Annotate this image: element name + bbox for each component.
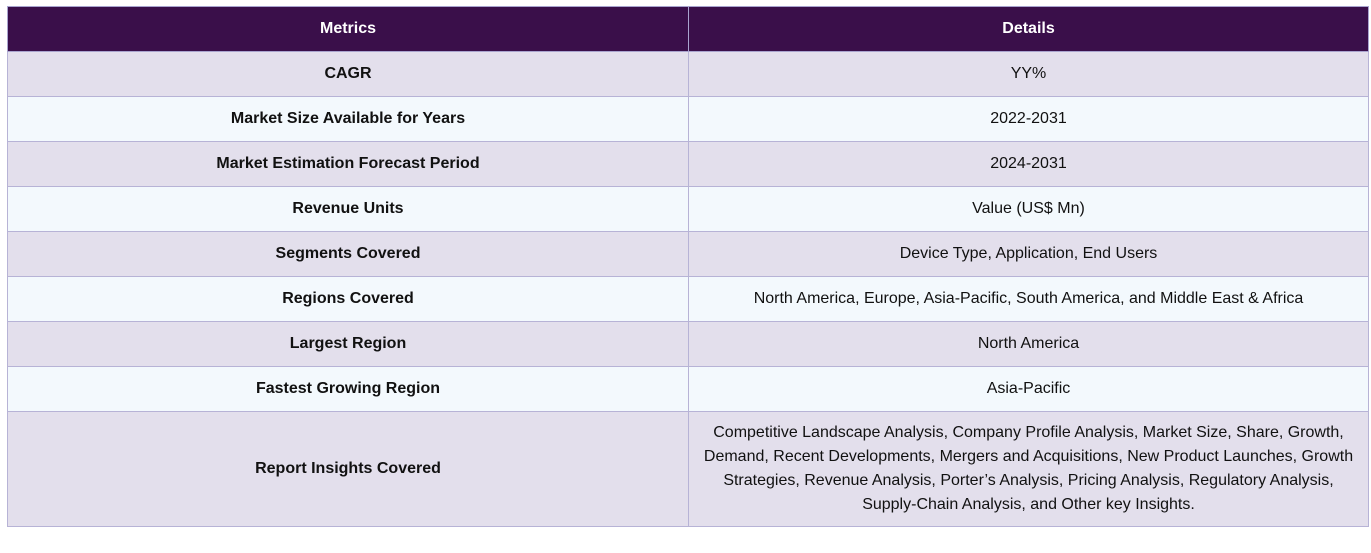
detail-cell: Value (US$ Mn) <box>688 186 1369 232</box>
metric-cell: Report Insights Covered <box>7 411 689 527</box>
detail-cell: YY% <box>688 51 1369 97</box>
table-header: Metrics Details <box>7 6 1369 52</box>
detail-cell: Competitive Landscape Analysis, Company … <box>688 411 1369 527</box>
detail-cell: 2024-2031 <box>688 141 1369 187</box>
metric-cell: Fastest Growing Region <box>7 366 689 412</box>
table-row: Segments Covered Device Type, Applicatio… <box>7 231 1369 277</box>
table-row: Market Size Available for Years 2022-203… <box>7 96 1369 142</box>
table-row: Market Estimation Forecast Period 2024-2… <box>7 141 1369 187</box>
detail-cell: North America, Europe, Asia-Pacific, Sou… <box>688 276 1369 322</box>
table-row: Fastest Growing Region Asia-Pacific <box>7 366 1369 412</box>
metric-cell: Largest Region <box>7 321 689 367</box>
header-details: Details <box>688 6 1369 52</box>
detail-cell: 2022-2031 <box>688 96 1369 142</box>
metric-cell: Market Estimation Forecast Period <box>7 141 689 187</box>
table-row: CAGR YY% <box>7 51 1369 97</box>
header-metrics: Metrics <box>7 6 689 52</box>
metric-cell: Revenue Units <box>7 186 689 232</box>
detail-cell: North America <box>688 321 1369 367</box>
report-metrics-table-container: Metrics Details CAGR YY% Market Size Ava… <box>7 6 1369 527</box>
header-row: Metrics Details <box>7 6 1369 52</box>
table-body: CAGR YY% Market Size Available for Years… <box>7 51 1369 527</box>
metric-cell: Regions Covered <box>7 276 689 322</box>
metric-cell: Market Size Available for Years <box>7 96 689 142</box>
detail-cell: Device Type, Application, End Users <box>688 231 1369 277</box>
metric-cell: CAGR <box>7 51 689 97</box>
table-row: Revenue Units Value (US$ Mn) <box>7 186 1369 232</box>
detail-cell: Asia-Pacific <box>688 366 1369 412</box>
table-row: Report Insights Covered Competitive Land… <box>7 411 1369 527</box>
report-metrics-table: Metrics Details CAGR YY% Market Size Ava… <box>7 6 1369 527</box>
metric-cell: Segments Covered <box>7 231 689 277</box>
table-row: Regions Covered North America, Europe, A… <box>7 276 1369 322</box>
table-row: Largest Region North America <box>7 321 1369 367</box>
